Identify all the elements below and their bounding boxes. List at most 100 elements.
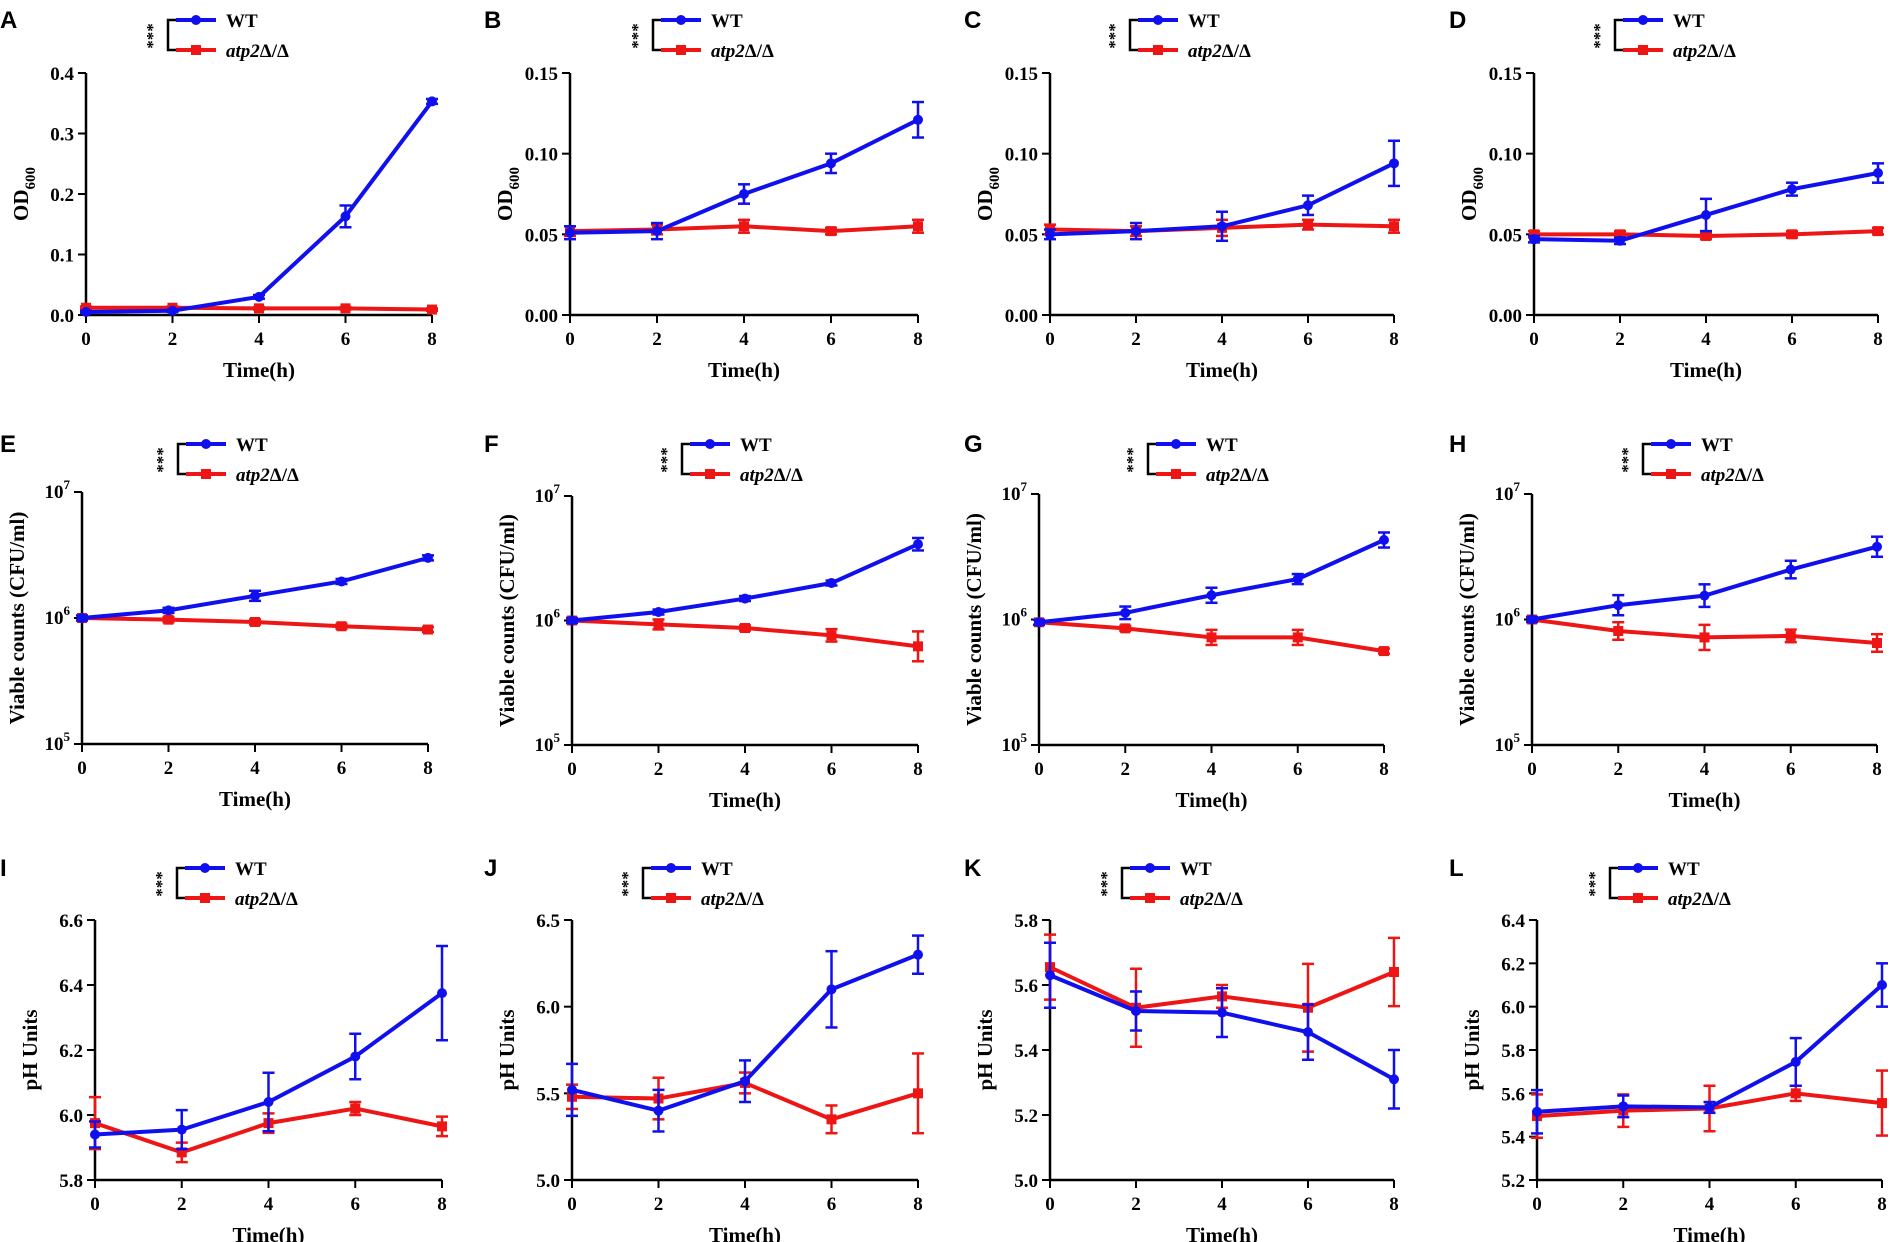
legend-marker-atp2 — [1666, 469, 1676, 479]
data-point-wt — [1206, 590, 1217, 601]
legend-marker-wt — [705, 439, 715, 449]
y-tick-label: 0.10 — [1489, 145, 1522, 166]
data-point-wt — [826, 578, 837, 589]
y-axis-title: Viable counts (CFU/ml) — [495, 514, 519, 727]
x-tick-label: 0 — [1034, 759, 1044, 780]
y-axis-title: Viable counts (CFU/ml) — [1455, 513, 1479, 726]
y-axis-title: OD600 — [9, 167, 39, 221]
x-tick-label: 2 — [652, 329, 662, 350]
y-tick-label: 106 — [1002, 605, 1028, 631]
y-tick-label: 0.10 — [525, 145, 558, 166]
y-tick-label: 0.15 — [1489, 64, 1522, 85]
x-tick-label: 2 — [1615, 329, 1625, 350]
data-point-atp2 — [653, 619, 664, 630]
data-point-wt — [1877, 980, 1887, 990]
data-point-wt — [167, 305, 178, 316]
series-line-wt — [81, 555, 429, 620]
x-tick-label: 6 — [1293, 759, 1303, 780]
data-point-atp2 — [163, 614, 174, 625]
x-tick-label: 4 — [1217, 1194, 1227, 1215]
data-point-wt — [567, 615, 577, 626]
x-axis-title: Time(h) — [233, 1223, 305, 1242]
x-tick-label: 4 — [264, 1194, 274, 1215]
x-tick-label: 4 — [254, 329, 264, 350]
y-tick-label: 0.05 — [525, 225, 558, 246]
significance-stars: *** — [1123, 447, 1142, 473]
legend-marker-atp2 — [676, 45, 686, 55]
y-tick-label: 0.0 — [50, 306, 74, 327]
data-point-wt — [1131, 1006, 1141, 1016]
data-point-atp2 — [826, 630, 837, 641]
significance-stars: *** — [1585, 871, 1604, 897]
panel-letter: I — [0, 855, 7, 882]
data-point-atp2 — [250, 616, 260, 627]
panel-letter: A — [0, 7, 17, 34]
x-tick-label: 2 — [654, 1194, 664, 1215]
data-point-wt — [1045, 970, 1055, 981]
x-axis-title: Time(h) — [709, 1223, 781, 1242]
significance-stars: *** — [1618, 447, 1637, 473]
significance-stars: *** — [143, 23, 162, 49]
data-point-wt — [1292, 574, 1303, 585]
panel-g: G 105 106 107 0 2 4 6 8 Time(h) Viable counts (CFU… — [962, 431, 1390, 812]
x-tick-label: 0 — [1529, 329, 1539, 350]
x-tick-label: 4 — [739, 329, 749, 350]
panel-c: C 0.00 0.05 0.10 0.15 0 2 4 6 8 Time(h) OD600 *** WT a… — [964, 7, 1400, 382]
x-tick-label: 6 — [826, 329, 836, 350]
legend-marker-wt — [1145, 863, 1155, 873]
x-tick-label: 8 — [1873, 329, 1883, 350]
legend-marker-atp2 — [666, 893, 676, 903]
legend-label-wt: WT — [1668, 859, 1700, 880]
y-axis-title: OD600 — [1457, 167, 1487, 221]
y-tick-label: 105 — [1002, 730, 1028, 756]
data-point-wt — [340, 211, 351, 222]
data-point-wt — [567, 1084, 577, 1095]
legend-marker-atp2 — [1153, 45, 1163, 55]
legend-label-atp2: atp2Δ/Δ — [1180, 889, 1243, 910]
x-axis-title: Time(h) — [1669, 788, 1741, 812]
panel-letter: J — [484, 855, 497, 882]
data-point-wt — [1532, 1106, 1542, 1117]
y-tick-label: 5.8 — [1014, 911, 1038, 932]
x-tick-label: 8 — [1872, 759, 1882, 780]
data-point-wt — [1699, 590, 1710, 601]
y-tick-label: 6.0 — [59, 1106, 83, 1127]
data-point-wt — [1379, 534, 1389, 545]
data-point-wt — [1701, 209, 1711, 220]
data-point-atp2 — [254, 303, 264, 314]
x-tick-label: 6 — [827, 1194, 837, 1215]
data-point-wt — [1034, 617, 1044, 628]
legend-label-wt: WT — [226, 11, 258, 32]
x-tick-label: 8 — [1389, 329, 1399, 350]
series-line-wt — [1038, 538, 1385, 625]
data-point-wt — [163, 605, 174, 616]
x-axis-title: Time(h) — [219, 787, 291, 811]
x-axis-title: Time(h) — [1674, 1223, 1746, 1242]
data-point-atp2 — [913, 221, 923, 232]
significance-bracket — [1608, 866, 1618, 900]
y-tick-label: 0.00 — [1489, 306, 1522, 327]
y-tick-label: 5.8 — [59, 1171, 83, 1192]
legend-label-wt: WT — [235, 859, 267, 880]
x-tick-label: 2 — [168, 329, 178, 350]
y-tick-label: 6.0 — [536, 998, 560, 1019]
x-tick-label: 2 — [1131, 329, 1141, 350]
x-tick-label: 4 — [1701, 329, 1711, 350]
panel-letter: F — [484, 431, 499, 458]
data-point-wt — [739, 189, 749, 199]
data-point-wt — [1613, 600, 1624, 611]
y-tick-label: 0.15 — [525, 64, 558, 85]
data-point-wt — [1217, 221, 1227, 232]
x-tick-label: 6 — [1786, 759, 1796, 780]
data-point-wt — [90, 1129, 100, 1140]
data-point-wt — [1615, 235, 1625, 246]
significance-bracket — [176, 442, 186, 476]
significance-bracket — [651, 18, 661, 52]
data-point-atp2 — [739, 221, 749, 232]
panel-k: K 5.0 5.2 5.4 5.6 5.8 0 2 4 6 8 Time(h) pH Units *** W… — [964, 855, 1400, 1242]
legend-marker-wt — [1171, 439, 1181, 449]
x-tick-label: 8 — [1389, 1194, 1399, 1215]
y-tick-label: 0.00 — [1005, 306, 1038, 327]
x-tick-label: 0 — [1045, 329, 1055, 350]
legend-label-atp2: atp2Δ/Δ — [235, 889, 298, 910]
